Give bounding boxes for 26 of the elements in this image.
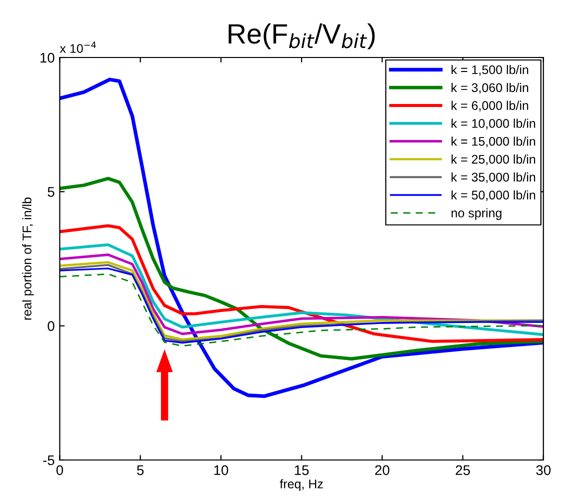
x-tick-label: 15 — [294, 465, 309, 476]
legend-label: no spring — [452, 208, 502, 220]
y-tick-label: 10 — [40, 52, 54, 63]
x-tick-label: 0 — [56, 465, 64, 476]
x-tick-label: 5 — [137, 465, 144, 476]
line-series — [60, 78, 544, 398]
y-tick-label: -5 — [43, 455, 54, 466]
legend-label: k = 10,000 lb/in — [452, 118, 536, 130]
legend-label: k = 35,000 lb/in — [452, 172, 536, 184]
legend-label: k = 50,000 lb/in — [452, 190, 536, 201]
x-axis-title: freq, Hz — [280, 479, 323, 491]
chart-title: Re(F$_{bit}$/V$_{bit}$) — [228, 23, 375, 50]
line-series — [60, 224, 544, 343]
x-tick-label: 25 — [456, 465, 470, 476]
x-tick-label: 10 — [214, 465, 228, 476]
text: x 10$^{−4}$ — [60, 42, 96, 53]
legend-label: k = 15,000 lb/in — [452, 136, 536, 148]
legend-label: k = 3,060 lb/in — [452, 82, 528, 94]
y-tick-label: 0 — [48, 321, 54, 332]
legend-label: k = 6,000 lb/in — [452, 100, 528, 112]
legend-label: k = 25,000 lb/in — [452, 154, 536, 166]
y-axis-title: real portion of TF, in/lb — [22, 198, 34, 320]
x-tick-label: 20 — [375, 465, 390, 476]
legend-label: k = 1,500 lb/in — [452, 65, 528, 76]
x-tick-label: 30 — [536, 465, 551, 476]
y-tick-label: 5 — [48, 187, 54, 197]
